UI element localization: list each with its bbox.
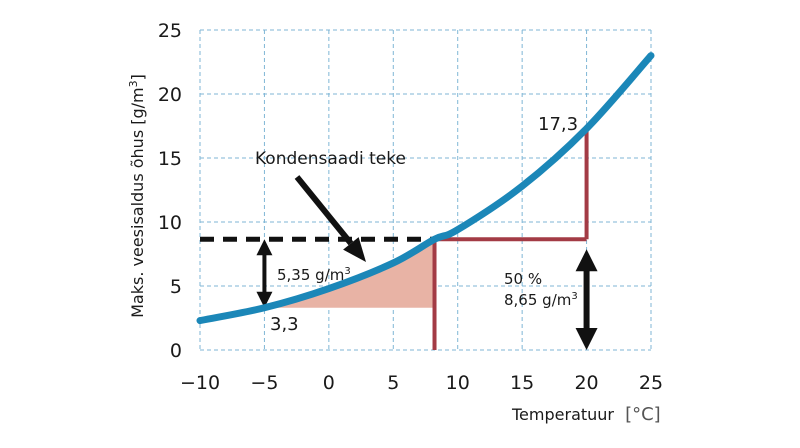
difference-arrow-head-down: [256, 291, 273, 308]
x-tick-label: −5: [250, 372, 278, 394]
condensation-arrow-shaft: [294, 175, 354, 246]
chart-text: Maks. veesisaldus õhus [g/m3] Temperatuu…: [127, 20, 663, 425]
difference-arrow: [256, 239, 273, 308]
chart-marks: [200, 128, 598, 350]
condensation-arrow-head: [343, 237, 366, 262]
condensation-area: [264, 242, 435, 311]
humidity-value-label: 8,65 g/m3: [504, 291, 578, 309]
difference-arrow-head-up: [256, 239, 273, 256]
y-tick-label: 10: [158, 212, 182, 234]
x-tick-label: 25: [639, 372, 663, 394]
x-tick-label: 0: [323, 372, 335, 394]
x-tick-label: −10: [180, 372, 220, 394]
saturation-curve: [196, 52, 655, 325]
humidity-percent-label: 50 %: [504, 270, 542, 288]
saturation-curve-layer: [196, 52, 655, 325]
y-tick-label: 5: [170, 276, 182, 298]
cold-value-label: 3,3: [270, 314, 299, 335]
x-tick-label: 10: [446, 372, 470, 394]
x-axis-title: Temperatuur [°C]: [511, 404, 661, 425]
humidity-arrow-head-up: [575, 249, 598, 272]
x-tick-label: 15: [510, 372, 534, 394]
x-tick-label: 20: [574, 372, 598, 394]
condensation-label: Kondensaadi teke: [255, 149, 406, 169]
saturation-value-label: 17,3: [538, 114, 578, 135]
difference-label: 5,35 g/m3: [277, 266, 351, 284]
y-tick-label: 25: [158, 20, 182, 42]
y-tick-label: 20: [158, 84, 182, 106]
humidity-arrow: [575, 249, 598, 350]
x-tick-label: 5: [387, 372, 399, 394]
y-tick-label: 0: [170, 340, 182, 362]
y-tick-label: 15: [158, 148, 182, 170]
y-axis-title: Maks. veesisaldus õhus [g/m3]: [127, 74, 147, 318]
condensation-fill: [264, 242, 435, 311]
humidity-arrow-head-down: [575, 328, 598, 350]
